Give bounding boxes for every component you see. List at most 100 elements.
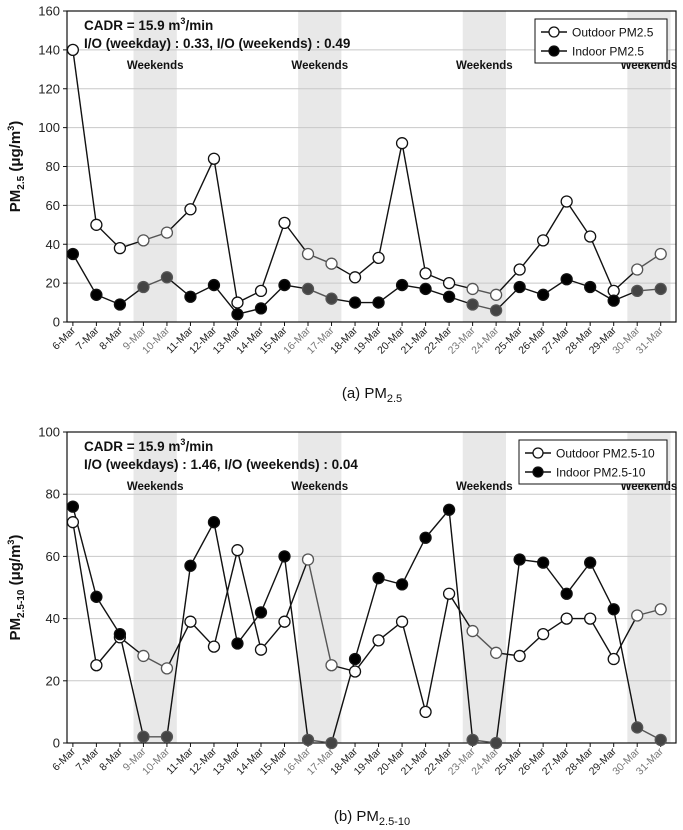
chart-a-point-indoor bbox=[631, 284, 644, 298]
chart-a-point-outdoor bbox=[489, 288, 503, 301]
chart-b-series-outdoor-segment bbox=[307, 559, 333, 666]
chart-a-point-outdoor bbox=[278, 216, 291, 230]
chart-b-point-outdoor bbox=[560, 612, 573, 625]
chart-b-point-outdoor bbox=[66, 516, 80, 529]
chart-b-series-indoor-segment bbox=[354, 577, 380, 660]
chart-b-series-outdoor-segment bbox=[283, 559, 309, 622]
chart-b-point-outdoor bbox=[278, 615, 291, 628]
chart-b-ytick-label: 100 bbox=[38, 425, 60, 440]
chart-a-xtick-label: 8-Mar bbox=[97, 324, 125, 352]
chart-b-point-indoor bbox=[536, 556, 550, 569]
chart-b-point-outdoor bbox=[90, 659, 103, 672]
chart-b-annotation-io: I/O (weekdays) : 1.46, I/O (weekends) : … bbox=[84, 457, 358, 472]
chart-a-point-outdoor bbox=[90, 218, 103, 231]
chart-a-point-outdoor bbox=[348, 271, 362, 284]
chart-b-point-indoor bbox=[160, 730, 174, 743]
chart-a-legend-marker bbox=[548, 26, 560, 38]
chart-b-weekend-label: Weekends bbox=[127, 481, 184, 493]
chart-b-point-outdoor bbox=[489, 646, 503, 659]
chart-b-point-outdoor bbox=[254, 643, 268, 656]
chart-a-point-indoor bbox=[560, 273, 573, 286]
chart-a-ytick-label: 80 bbox=[46, 159, 60, 174]
chart-a-point-indoor bbox=[489, 304, 503, 317]
chart-b-weekend-label: Weekends bbox=[291, 481, 348, 493]
chart-b-xtick-label: 8-Mar bbox=[97, 745, 125, 773]
chart-b-series-indoor-segment bbox=[166, 565, 192, 737]
chart-b-point-outdoor bbox=[372, 634, 385, 647]
chart-a-point-indoor bbox=[536, 288, 550, 301]
chart-a-weekend-label: Weekends bbox=[127, 60, 184, 72]
chart-b-caption: (b) PM2.5-10 bbox=[334, 808, 410, 828]
chart-b-point-indoor bbox=[348, 652, 362, 666]
chart-a-point-outdoor bbox=[442, 276, 456, 290]
chart-b-legend-marker bbox=[532, 447, 544, 459]
chart-a-point-indoor bbox=[584, 280, 597, 294]
chart-a-legend-label: Outdoor PM2.5 bbox=[572, 26, 654, 40]
chart-b-point-outdoor bbox=[513, 649, 526, 663]
chart-a-point-outdoor bbox=[536, 234, 550, 247]
chart-b-point-indoor bbox=[207, 516, 221, 529]
chart-b-legend-label: Outdoor PM2.5-10 bbox=[556, 447, 655, 461]
chart-a-annotation-io: I/O (weekday) : 0.33, I/O (weekends) : 0… bbox=[84, 36, 350, 51]
chart-a-point-outdoor bbox=[231, 296, 244, 309]
chart-a-point-indoor bbox=[160, 271, 174, 284]
chart-b-series-outdoor-segment bbox=[236, 550, 262, 650]
chart-a-point-indoor bbox=[395, 278, 409, 292]
chart-a-point-outdoor bbox=[301, 247, 315, 261]
chart-a-point-indoor bbox=[113, 298, 127, 311]
chart-a-series-outdoor-segment bbox=[377, 143, 403, 258]
chart-b-xtick-label: 7-Mar bbox=[74, 745, 102, 773]
chart-a-ytick-label: 100 bbox=[38, 120, 60, 135]
chart-a-series-outdoor-segment bbox=[189, 158, 215, 210]
chart-a-point-outdoor bbox=[654, 247, 667, 261]
chart-b-point-outdoor bbox=[442, 587, 456, 600]
chart-a-point-outdoor bbox=[631, 263, 644, 276]
chart-a-point-outdoor bbox=[513, 263, 526, 276]
chart-a-series-indoor-segment bbox=[72, 253, 97, 296]
chart-b-point-indoor bbox=[254, 606, 268, 619]
chart-a-weekend-label: Weekends bbox=[456, 60, 513, 72]
chart-b-series-indoor-segment bbox=[495, 559, 521, 744]
chart-b-series-outdoor-segment bbox=[401, 621, 427, 713]
chart-a-point-indoor bbox=[254, 302, 268, 315]
chart-b-point-indoor bbox=[325, 736, 338, 750]
chart-b-xtick-label: 31-Mar bbox=[634, 745, 666, 777]
chart-a-series-outdoor-segment bbox=[519, 239, 544, 270]
chart-b-point-indoor bbox=[231, 637, 244, 650]
chart-b-point-indoor bbox=[584, 556, 597, 569]
chart-b-point-outdoor bbox=[536, 627, 550, 641]
chart-b-point-outdoor bbox=[301, 553, 315, 566]
chart-a-point-outdoor bbox=[113, 241, 127, 255]
chart-b-ytick-label: 20 bbox=[46, 673, 60, 688]
chart-b-point-outdoor bbox=[466, 624, 479, 638]
chart-b-pm2510: Weekends Weekends Weekends Weekends02040608… bbox=[6, 425, 677, 829]
chart-a-series-outdoor-segment bbox=[589, 236, 615, 292]
chart-b-ytick-label: 80 bbox=[46, 487, 60, 502]
chart-a-ytick-label: 40 bbox=[46, 237, 60, 252]
chart-b-point-outdoor bbox=[607, 652, 620, 666]
chart-b-series-outdoor-segment bbox=[448, 593, 474, 632]
chart-a-point-indoor bbox=[207, 278, 221, 292]
chart-a-ytick-label: 0 bbox=[53, 315, 60, 330]
chart-a-legend-marker bbox=[548, 45, 560, 57]
chart-a-point-outdoor bbox=[207, 152, 221, 165]
chart-a-xtick-label: 31-Mar bbox=[634, 324, 666, 356]
chart-b-point-indoor bbox=[607, 603, 620, 616]
chart-a-point-outdoor bbox=[160, 226, 174, 239]
chart-b-point-outdoor bbox=[325, 659, 338, 672]
chart-b-series-indoor-segment bbox=[213, 522, 239, 644]
chart-a-point-indoor bbox=[137, 280, 150, 294]
chart-b-point-outdoor bbox=[395, 615, 409, 628]
chart-b-plot-frame bbox=[66, 431, 677, 744]
chart-b-series-outdoor-segment bbox=[72, 522, 98, 666]
chart-a-series-outdoor-segment bbox=[260, 222, 286, 292]
chart-a-series-outdoor-segment bbox=[401, 143, 427, 274]
chart-a-point-indoor bbox=[90, 288, 103, 301]
chart-b-point-indoor bbox=[560, 587, 573, 600]
chart-b-ytick-label: 0 bbox=[53, 736, 60, 751]
chart-a-point-indoor bbox=[348, 296, 362, 309]
chart-b-point-indoor bbox=[654, 733, 667, 747]
chart-a-point-indoor bbox=[231, 308, 244, 321]
chart-a-point-outdoor bbox=[325, 257, 338, 270]
chart-b-point-indoor bbox=[66, 500, 80, 513]
